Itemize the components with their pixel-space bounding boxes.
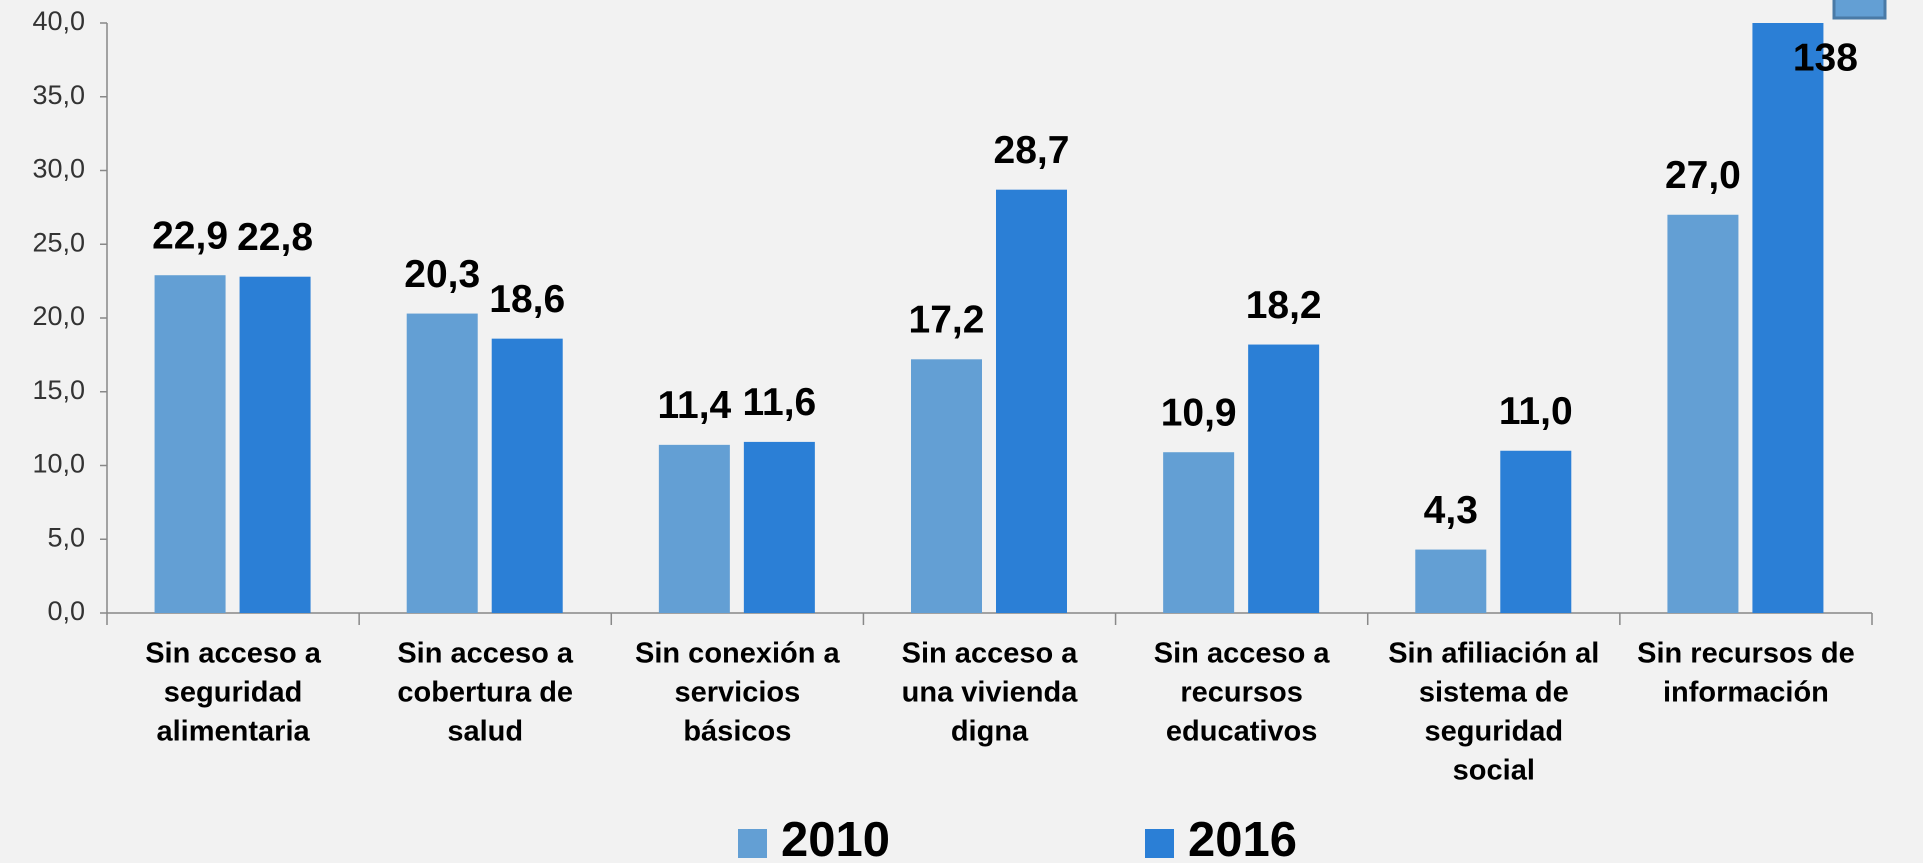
bar bbox=[658, 444, 730, 613]
value-label: 11,6 bbox=[742, 381, 816, 424]
x-tick-label: Sin acceso a bbox=[902, 638, 1079, 670]
value-label: 20,3 bbox=[404, 253, 480, 296]
x-tick-label: seguridad bbox=[1424, 716, 1563, 748]
legend-swatch bbox=[738, 829, 767, 858]
value-label: 11,4 bbox=[657, 384, 731, 427]
bar bbox=[1667, 214, 1739, 613]
bar bbox=[1500, 450, 1572, 613]
decor-box bbox=[1832, 0, 1887, 20]
x-tick-label: básicos bbox=[683, 716, 791, 748]
x-tick-label: salud bbox=[447, 716, 523, 748]
y-tick-label: 35,0 bbox=[32, 80, 85, 110]
y-tick-label: 30,0 bbox=[32, 154, 85, 184]
x-tick-label: Sin afiliación al bbox=[1388, 638, 1599, 670]
bar bbox=[911, 359, 982, 613]
value-label: 22,9 bbox=[152, 215, 228, 258]
bar bbox=[406, 313, 478, 613]
value-label: 27,0 bbox=[1665, 154, 1741, 197]
y-tick-label: 40,0 bbox=[32, 6, 85, 36]
x-tick-label: Sin conexión a bbox=[635, 638, 841, 670]
x-tick-label: digna bbox=[951, 716, 1029, 748]
y-tick-label: 10,0 bbox=[32, 449, 85, 479]
value-label: 18,6 bbox=[489, 278, 565, 321]
plot-area bbox=[154, 23, 1824, 614]
value-label: 4,3 bbox=[1424, 489, 1478, 532]
bar bbox=[154, 275, 226, 613]
bar bbox=[1248, 344, 1320, 613]
value-label: 22,8 bbox=[237, 216, 313, 259]
bar bbox=[996, 189, 1067, 614]
x-tick-label: recursos bbox=[1180, 677, 1303, 709]
x-tick-label: Sin acceso a bbox=[397, 638, 574, 670]
legend-label: 2016 bbox=[1188, 813, 1297, 863]
x-tick-label: alimentaria bbox=[157, 716, 311, 748]
bar bbox=[491, 338, 563, 613]
x-tick-label: información bbox=[1663, 677, 1829, 709]
x-tick-label: Sin acceso a bbox=[145, 638, 322, 670]
bar bbox=[1752, 23, 1824, 613]
x-tick-label: sistema de bbox=[1419, 677, 1569, 709]
y-tick-label: 5,0 bbox=[47, 522, 85, 552]
y-tick-label: 0,0 bbox=[47, 596, 85, 626]
value-label: 28,7 bbox=[994, 129, 1070, 172]
x-tick-label: Sin recursos de bbox=[1637, 638, 1855, 670]
x-tick-label: seguridad bbox=[164, 677, 303, 709]
bar bbox=[1415, 549, 1487, 613]
bar bbox=[743, 441, 815, 613]
value-label: 138 bbox=[1793, 36, 1858, 79]
x-tick-label: educativos bbox=[1166, 716, 1318, 748]
x-tick-label: una vivienda bbox=[902, 677, 1079, 709]
legend-swatch bbox=[1145, 829, 1174, 858]
x-tick-label: social bbox=[1453, 755, 1535, 787]
y-tick-label: 20,0 bbox=[32, 301, 85, 331]
x-tick-label: Sin acceso a bbox=[1154, 638, 1331, 670]
value-label: 17,2 bbox=[909, 299, 985, 342]
legend-label: 2010 bbox=[781, 813, 890, 863]
y-tick-label: 25,0 bbox=[32, 227, 85, 257]
value-label: 10,9 bbox=[1161, 392, 1237, 435]
value-label: 11,0 bbox=[1499, 390, 1573, 433]
x-tick-label: servicios bbox=[674, 677, 800, 709]
bar bbox=[1163, 452, 1235, 613]
x-tick-label: cobertura de bbox=[397, 677, 573, 709]
value-label: 18,2 bbox=[1246, 284, 1322, 327]
bar bbox=[239, 276, 311, 613]
y-tick-label: 15,0 bbox=[32, 375, 85, 405]
